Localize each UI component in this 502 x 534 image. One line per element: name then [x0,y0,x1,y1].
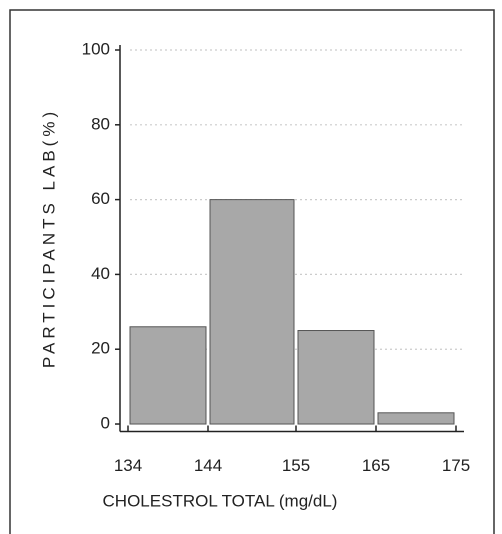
y-axis-label: PARTICIPANTS LAB(%) [39,108,58,368]
y-tick-label: 80 [91,114,110,133]
y-tick-label: 100 [82,39,110,58]
bar [297,330,375,425]
y-tick-label: 20 [91,339,110,358]
bar [129,326,207,425]
bar [209,199,295,425]
x-tick-label: 144 [194,456,222,475]
y-tick-label: 60 [91,189,110,208]
y-tick-label: 0 [101,414,110,433]
frame [9,9,495,534]
x-tick-label: 165 [362,456,390,475]
x-tick-label: 134 [114,456,142,475]
x-tick-label: 175 [442,456,470,475]
x-tick-label: 155 [282,456,310,475]
y-tick-label: 40 [91,264,110,283]
bar [377,412,455,425]
x-axis-label: CHOLESTROL TOTAL (mg/dL) [103,491,338,510]
